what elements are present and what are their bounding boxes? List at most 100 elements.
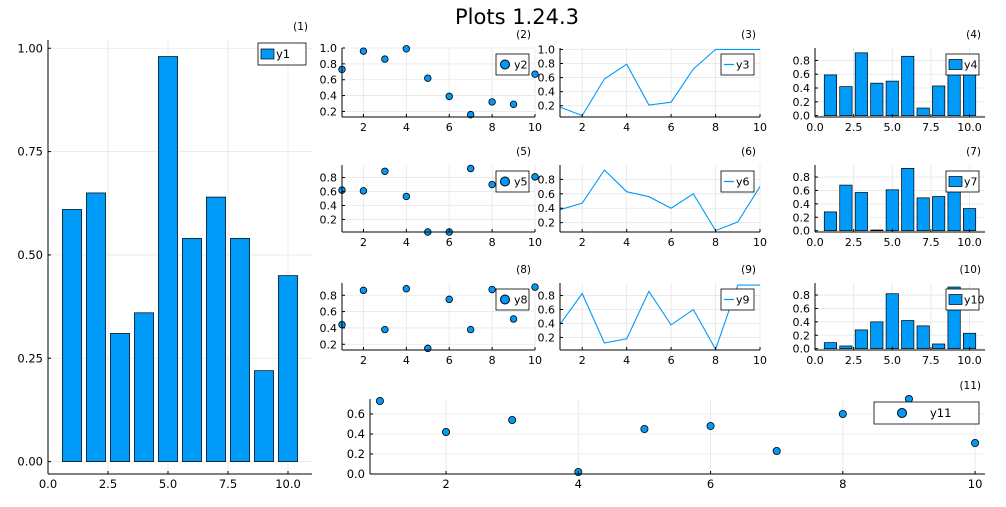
y-tick-label: 0.4: [320, 322, 338, 335]
y-tick-label: 0.2: [538, 100, 556, 113]
x-tick-label: 6: [668, 354, 675, 367]
bar: [932, 343, 946, 350]
bar: [963, 332, 977, 350]
bar: [278, 275, 298, 462]
bar: [885, 189, 899, 232]
y-tick-label: 0.0: [347, 467, 365, 481]
y-tick-label: 0.4: [793, 198, 811, 211]
y-tick-label: 0.8: [538, 173, 556, 186]
x-tick-label: 7.5: [219, 477, 237, 491]
data-point: [488, 180, 496, 189]
x-tick-label: 2.5: [845, 236, 863, 249]
x-tick-label: 8: [489, 354, 496, 367]
data-point: [904, 394, 913, 403]
subplot-1: 0.0 2.5 5.0 7.5 10.0 0.00 0.25 0.50 0.75 1.00 (1) y…: [17, 21, 312, 491]
bar: [870, 229, 884, 232]
x-tick-label: 0.0: [806, 354, 824, 367]
bar: [86, 192, 106, 462]
x-tick-label: 8: [839, 477, 846, 491]
legend-marker: [897, 408, 907, 418]
x-tick-label: 4: [403, 354, 410, 367]
legend-label: y4: [964, 59, 978, 72]
x-tick-label: 6: [668, 236, 675, 249]
bar: [932, 85, 946, 116]
data-point: [466, 325, 475, 334]
y-tick-label: 0.8: [538, 57, 556, 70]
data-point: [381, 167, 389, 175]
x-tick-label: 6: [707, 477, 714, 491]
y-tick-label: 0.8: [793, 171, 811, 184]
legend-marker: [948, 176, 963, 187]
y-tick-label: 1.0: [320, 42, 338, 55]
bar: [963, 208, 977, 232]
x-tick-label: 6: [668, 121, 675, 134]
panel-label: (6): [741, 146, 756, 158]
y-tick-label: 0.6: [538, 188, 556, 201]
x-tick-label: 2: [360, 236, 367, 249]
data-point: [838, 409, 847, 418]
panel-label: (7): [966, 146, 981, 158]
bar: [823, 211, 837, 232]
data-point: [509, 315, 518, 323]
legend-label: y6: [736, 176, 750, 189]
x-tick-label: 10: [753, 236, 767, 249]
y-tick-label: 1.0: [538, 43, 556, 56]
data-point: [488, 98, 496, 106]
x-tick-label: 10.0: [957, 354, 982, 367]
y-tick-label: 0.6: [793, 184, 811, 197]
bar: [230, 238, 250, 462]
y-tick-label: 0.8: [320, 58, 338, 71]
legend-label: y9: [736, 294, 750, 307]
legend-label: y1: [276, 47, 290, 61]
y-tick-label: 0.4: [793, 82, 811, 95]
bar: [947, 73, 961, 116]
bar: [885, 80, 899, 116]
x-tick-label: 2: [579, 236, 586, 249]
x-tick-label: 5.0: [159, 477, 177, 491]
data-point: [640, 424, 649, 433]
x-tick-label: 2.5: [845, 121, 863, 134]
x-tick-label: 8: [712, 354, 719, 367]
data-point: [359, 286, 368, 295]
data-point: [445, 295, 453, 304]
y-tick-label: 0.50: [17, 248, 43, 262]
subplot-7: 0.0 2.5 5.0 7.5 10.00.00.20.40.60.8(7)y7: [793, 146, 985, 249]
y-tick-label: 0.2: [538, 331, 556, 344]
bar: [158, 56, 178, 462]
x-tick-label: 7.5: [922, 354, 940, 367]
data-point: [971, 438, 980, 447]
data-point: [375, 396, 384, 405]
y-tick-label: 0.2: [320, 338, 338, 351]
bar: [901, 168, 915, 232]
bar: [854, 52, 868, 116]
data-point: [531, 173, 539, 181]
legend-label: y11: [930, 406, 951, 420]
subplot-6: 2 4 6 8 10 0.2 0.40.6 0.8 (6) y6: [538, 146, 768, 249]
legend-box: [257, 42, 307, 66]
y-tick-label: 0.2: [320, 105, 338, 118]
x-tick-label: 5.0: [884, 354, 902, 367]
y-tick-label: 0.6: [320, 74, 338, 87]
panel-label: (9): [741, 264, 756, 276]
y-tick-label: 0.25: [17, 351, 43, 365]
legend-label: y2: [514, 59, 528, 72]
bar: [62, 209, 82, 462]
x-tick-label: 6: [446, 354, 453, 367]
data-point: [445, 92, 453, 101]
subplot-9: 2 4 6 8 10 0.20.40.60.8 (9) y9: [538, 264, 768, 367]
data-point: [424, 344, 432, 353]
subplot-5: 2 4 6 8 10 0.20.40.60.8 (5) y5: [320, 146, 543, 249]
panel-label: (8): [516, 264, 531, 276]
x-tick-label: 4: [623, 121, 630, 134]
legend-label: y3: [736, 59, 750, 72]
y-tick-label: 0.75: [17, 145, 43, 159]
y-tick-label: 0.2: [347, 447, 365, 461]
y-tick-label: 0.8: [320, 289, 338, 302]
y-tick-label: 0.4: [793, 316, 811, 329]
x-tick-label: 10.0: [275, 477, 301, 491]
x-tick-label: 10: [753, 354, 767, 367]
data-point: [466, 110, 475, 119]
subplot-10: 0.0 2.5 5.0 7.5 10.00.00.20.40.60.8(10)y10: [793, 264, 985, 367]
x-tick-label: 10: [528, 236, 542, 249]
x-tick-label: 2.5: [845, 354, 863, 367]
